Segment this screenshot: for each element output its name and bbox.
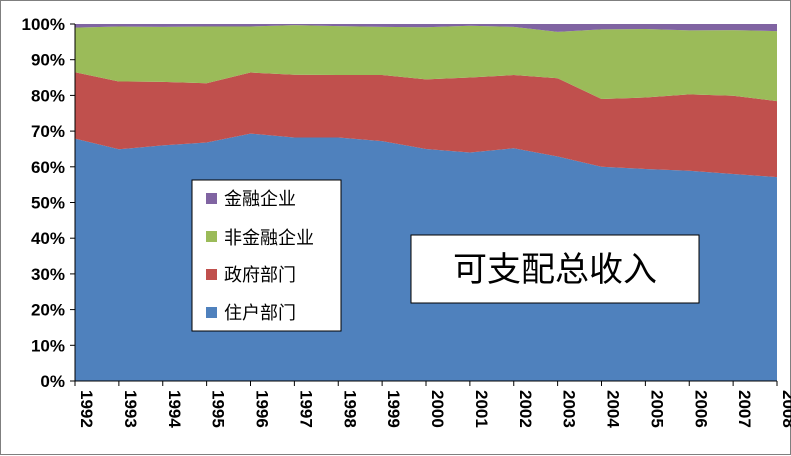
y-tick-label: 30% xyxy=(31,265,65,284)
y-tick-label: 60% xyxy=(31,158,65,177)
legend-label-household: 住户部门 xyxy=(224,303,296,324)
annotation-label: 可支配总收入 xyxy=(453,250,657,290)
x-tick-label: 2006 xyxy=(691,390,710,428)
area-series-government xyxy=(75,72,777,178)
x-tick-label: 2005 xyxy=(647,390,666,428)
x-tick-label: 1998 xyxy=(340,390,359,428)
x-tick-label: 1997 xyxy=(296,390,315,428)
y-tick-label: 50% xyxy=(31,194,65,213)
x-tick-label: 2004 xyxy=(604,390,623,428)
y-tick-label: 100% xyxy=(22,15,65,34)
x-tick-label: 1999 xyxy=(384,390,403,428)
x-tick-label: 1996 xyxy=(253,390,272,428)
legend-label-non-financial: 非金融企业 xyxy=(224,228,314,249)
area-series-financial xyxy=(75,24,777,32)
legend-swatch-government xyxy=(206,269,217,280)
y-tick-label: 70% xyxy=(31,122,65,141)
annotation-border xyxy=(410,234,700,304)
annotation-box: 可支配总收入 xyxy=(410,234,700,304)
area-layer xyxy=(75,24,777,381)
y-tick-label: 0% xyxy=(40,372,65,391)
x-tick-layer: 1992 1993 1994 1995 1996 1997 1998 1999 2000 2001… xyxy=(74,381,791,428)
x-tick-label: 2000 xyxy=(428,390,447,428)
y-tick-label: 20% xyxy=(31,301,65,320)
legend-label-government: 政府部门 xyxy=(224,265,296,286)
legend: 金融企业 非金融企业 政府部门 住户部门 xyxy=(191,179,342,332)
y-tick-label: 80% xyxy=(31,86,65,105)
x-tick-label: 2008 xyxy=(779,390,791,428)
area-series-non-financial xyxy=(75,25,777,102)
x-tick-label: 2001 xyxy=(472,390,491,428)
y-tick-label: 10% xyxy=(31,336,65,355)
x-tick-label: 1993 xyxy=(121,390,140,428)
x-tick-label: 2003 xyxy=(560,390,579,428)
y-tick-label: 40% xyxy=(31,229,65,248)
legend-swatch-non-financial xyxy=(206,231,217,242)
y-tick-label: 90% xyxy=(31,51,65,70)
y-tick-layer: 0% 10% 20% 30% 40% 50% 60% 70% 80% 90% 100% xyxy=(22,15,75,391)
x-tick-label: 1994 xyxy=(165,390,184,428)
x-tick-label: 2002 xyxy=(516,390,535,428)
legend-swatch-financial xyxy=(206,193,217,204)
legend-label-financial: 金融企业 xyxy=(224,189,296,210)
x-tick-label: 1995 xyxy=(209,390,228,428)
legend-swatch-household xyxy=(206,307,217,318)
x-tick-label: 2007 xyxy=(735,390,754,428)
x-tick-label: 1992 xyxy=(77,390,96,428)
legend-box xyxy=(191,179,342,332)
